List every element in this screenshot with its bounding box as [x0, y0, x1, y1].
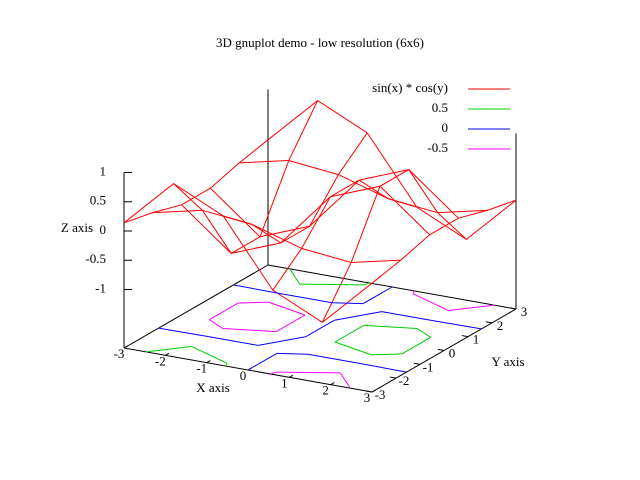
x-tick-label: 3 — [364, 390, 371, 405]
contour-segment — [258, 336, 306, 346]
y-tick-label: 3 — [521, 304, 528, 319]
y-tick-label: 2 — [497, 318, 504, 333]
legend-contour-label: -0.5 — [427, 140, 448, 155]
x-tick — [371, 389, 376, 393]
z-tick-label: 1 — [100, 163, 107, 178]
contour-segment — [238, 301, 269, 304]
surface-column — [371, 199, 517, 284]
contour-segment — [363, 282, 370, 286]
surface-row — [181, 185, 430, 254]
contour-segment — [412, 293, 449, 311]
y-axis-label: Y axis — [491, 354, 524, 369]
contour-segment — [305, 319, 335, 338]
contour-segment — [276, 352, 308, 355]
contour-segment — [233, 284, 283, 295]
contour-segment — [276, 371, 341, 374]
contour-segment — [276, 314, 306, 333]
y-tick — [437, 348, 445, 351]
z-axis-label: Z axis — [61, 220, 93, 235]
legend-contour-label: 0 — [442, 120, 449, 135]
contour-segment — [208, 336, 259, 346]
contour-segment — [448, 304, 495, 312]
y-tick — [389, 376, 397, 379]
contour-segment — [416, 328, 431, 338]
x-tick — [330, 382, 335, 386]
contour-segment — [158, 327, 209, 338]
x-tick — [123, 345, 128, 349]
contour-segment — [412, 290, 415, 294]
base-edge — [123, 264, 269, 349]
y-tick — [485, 321, 493, 324]
z-tick-label: 0.5 — [90, 193, 106, 208]
x-tick — [165, 352, 170, 356]
y-tick — [413, 362, 421, 365]
surface-column — [223, 132, 368, 244]
contour-segment — [209, 319, 224, 329]
y-tick-label: 1 — [473, 332, 480, 347]
x-tick-label: 2 — [322, 383, 329, 398]
contour-segment — [334, 341, 372, 356]
y-tick-label: 0 — [449, 345, 456, 360]
legend-surface-label: sin(x) * cos(y) — [372, 80, 448, 95]
x-tick — [206, 360, 211, 364]
contour-segment — [191, 346, 228, 364]
x-tick-label: 1 — [281, 375, 288, 390]
surface-row — [152, 209, 401, 263]
contour-segment — [332, 302, 364, 305]
x-tick-label: -3 — [114, 346, 125, 361]
contour-segment — [371, 353, 402, 356]
y-tick — [509, 307, 517, 310]
surface-column — [321, 168, 467, 323]
contour-segment — [299, 283, 364, 286]
contour-segment — [268, 301, 306, 316]
y-tick-label: -3 — [375, 387, 386, 402]
legend-contour-label: 0.5 — [432, 100, 448, 115]
z-tick-label: -0.5 — [85, 251, 106, 266]
surface-row — [210, 169, 459, 238]
x-tick-label: 0 — [240, 368, 247, 383]
contour-segment — [225, 363, 228, 367]
x-tick-label: -2 — [155, 353, 166, 368]
x-tick-label: -1 — [196, 361, 207, 376]
y-tick-label: -1 — [423, 359, 434, 374]
surface-column — [272, 179, 417, 291]
contour-segment — [209, 302, 239, 321]
contour-segment — [339, 372, 351, 389]
z-tick-label: -1 — [95, 280, 106, 295]
y-tick — [461, 335, 469, 338]
contour-segment — [381, 311, 432, 321]
contour-segment — [334, 324, 364, 343]
chart-title: 3D gnuplot demo - low resolution (6x6) — [216, 35, 424, 50]
contour-segment — [282, 293, 333, 304]
surface-row — [123, 183, 373, 323]
contour-segment — [363, 324, 418, 330]
contour-segment — [289, 268, 301, 285]
y-tick-label: -2 — [399, 373, 410, 388]
surface-column — [123, 139, 269, 224]
contour-segment — [247, 352, 278, 371]
x-tick — [289, 374, 294, 378]
contour-segment — [401, 336, 431, 355]
contour-segment — [270, 371, 277, 375]
contour-segment — [362, 286, 393, 305]
contour-segment — [431, 319, 482, 330]
x-axis-label: X axis — [196, 380, 230, 395]
surface-column — [173, 100, 319, 255]
surface-row — [267, 100, 517, 240]
contour-segment — [357, 362, 407, 373]
y-tick — [365, 390, 373, 393]
z-tick-label: 0 — [100, 222, 107, 237]
surface-row — [239, 160, 488, 214]
contour-segment — [334, 311, 382, 321]
contour-segment — [145, 345, 192, 353]
contour-segment — [307, 353, 358, 364]
contour-segment — [222, 327, 277, 333]
